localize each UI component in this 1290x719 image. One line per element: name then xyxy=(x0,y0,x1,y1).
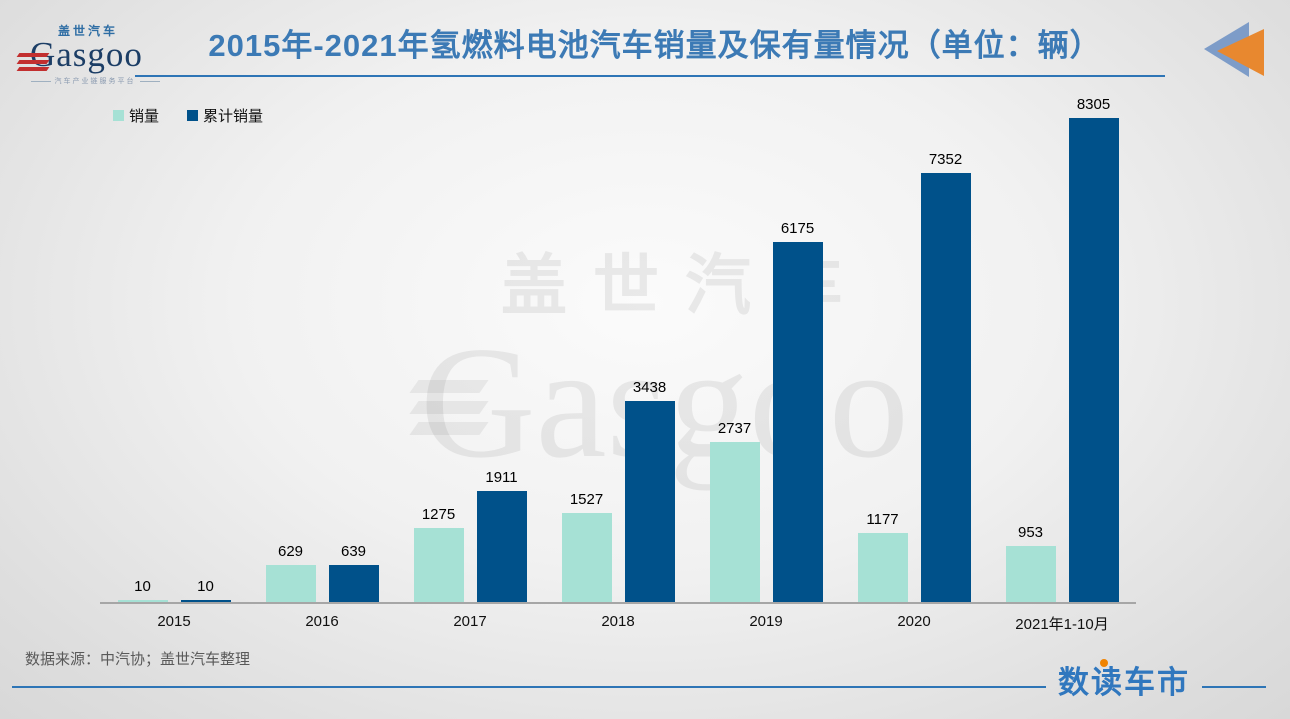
plot-area: 10 10 629 639 1275 1911 1527 3438 2737 6175 1177 73… xyxy=(100,96,1136,604)
value-label: 953 xyxy=(1017,524,1044,542)
gasgoo-logo-chinese: 盖世汽车 xyxy=(58,24,119,38)
play-arrows-icon xyxy=(1204,20,1264,83)
value-label: 8305 xyxy=(1076,95,1111,113)
x-axis-label: 2016 xyxy=(305,613,339,630)
gasgoo-logo-english: Gasgoo xyxy=(30,35,143,74)
footer-rule-left xyxy=(12,686,1046,688)
value-label: 639 xyxy=(340,542,367,560)
chart-legend: 销量 累计销量 xyxy=(113,105,263,126)
value-label: 1177 xyxy=(866,511,899,529)
cumulative-swatch-icon xyxy=(187,110,199,121)
bar-group-4: 2737 6175 xyxy=(692,220,840,602)
tagline-dash-left xyxy=(30,80,51,82)
bar-series0-cat0: 10 xyxy=(117,578,168,602)
sales-swatch-icon xyxy=(113,110,124,121)
value-label: 2737 xyxy=(717,420,752,438)
x-axis-label: 2019 xyxy=(749,613,783,630)
bar-series0-cat4: 2737 xyxy=(709,420,760,602)
legend-label-cumulative: 累计销量 xyxy=(203,108,264,125)
bar-series1-cat4: 6175 xyxy=(772,220,823,602)
tagline-dash-right xyxy=(139,80,160,82)
bar-series0-cat1: 629 xyxy=(265,543,316,602)
bar-chart: 10 10 629 639 1275 1911 1527 3438 2737 6175 1177 73… xyxy=(100,96,1136,634)
gasgoo-logo-tagline: 汽车产业链服务平台 xyxy=(20,76,170,86)
bar-series0-cat3: 1527 xyxy=(561,491,612,602)
value-label: 10 xyxy=(197,578,214,595)
shuduchehsi-brand-logo: 数读车市 xyxy=(1058,657,1190,702)
x-axis-label: 2015 xyxy=(157,613,191,630)
footer-rule-right xyxy=(1202,686,1266,688)
value-label: 629 xyxy=(277,543,304,561)
bar-series1-cat1: 639 xyxy=(328,543,379,602)
tagline-text: 汽车产业链服务平台 xyxy=(54,78,136,85)
legend-label-sales: 销量 xyxy=(129,108,160,125)
value-label: 10 xyxy=(134,578,151,595)
bar-series1-cat6: 8305 xyxy=(1068,96,1119,602)
bar-group-5: 1177 7352 xyxy=(840,151,988,602)
bar-group-0: 10 10 xyxy=(100,578,248,602)
bar-series0-cat5: 1177 xyxy=(857,511,908,602)
gasgoo-logo-wordmark: Gasgoo xyxy=(16,35,170,74)
value-label: 7352 xyxy=(928,151,963,169)
bar-group-6: 953 8305 xyxy=(988,96,1136,602)
page-title: 2015年-2021年氢燃料电池汽车销量及保有量情况（单位：辆） xyxy=(208,28,1102,63)
brand-orange-dot-icon xyxy=(1100,659,1108,667)
bar-series1-cat5: 7352 xyxy=(920,151,971,602)
gasgoo-logo-stripes-icon xyxy=(16,53,50,74)
title-underline xyxy=(135,75,1165,77)
bar-series1-cat2: 1911 xyxy=(476,469,527,602)
legend-item-sales: 销量 xyxy=(113,105,159,126)
value-label: 1275 xyxy=(421,505,456,523)
bar-group-3: 1527 3438 xyxy=(544,379,692,602)
bar-series0-cat2: 1275 xyxy=(413,506,464,602)
value-label: 6175 xyxy=(780,219,815,237)
value-label: 3438 xyxy=(632,379,667,397)
x-axis-label: 2020 xyxy=(897,613,931,630)
bar-series1-cat0: 10 xyxy=(180,578,231,602)
x-axis-label: 2021年1-10月 xyxy=(1015,616,1109,633)
legend-item-cumulative: 累计销量 xyxy=(187,105,263,126)
bar-series1-cat3: 3438 xyxy=(624,379,675,602)
value-label: 1527 xyxy=(569,490,604,508)
bar-series0-cat6: 953 xyxy=(1005,524,1056,602)
x-axis-label: 2017 xyxy=(453,613,487,630)
gasgoo-logo: 盖世汽车 Gasgoo 汽车产业链服务平台 xyxy=(16,22,170,86)
x-axis-labels: 2015 2016 2017 2018 2019 2020 2021年1-10月 xyxy=(100,604,1136,634)
brand-text: 数读车市 xyxy=(1058,665,1190,700)
data-source-note: 数据来源：中汽协；盖世汽车整理 xyxy=(25,651,251,668)
value-label: 1911 xyxy=(485,468,518,486)
bar-group-1: 629 639 xyxy=(248,543,396,602)
x-axis-label: 2018 xyxy=(601,613,635,630)
bar-group-2: 1275 1911 xyxy=(396,469,544,602)
